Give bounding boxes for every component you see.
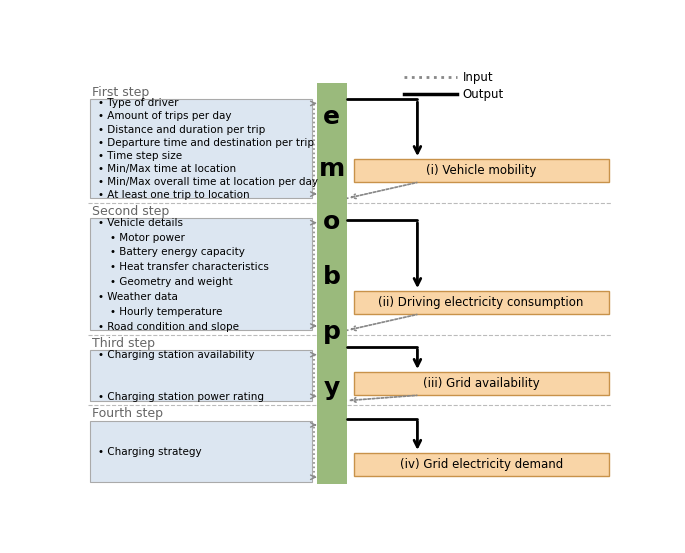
Text: • Heat transfer characteristics: • Heat transfer characteristics	[110, 262, 269, 272]
Text: • At least one trip to location: • At least one trip to location	[98, 190, 249, 200]
Text: b: b	[323, 265, 340, 289]
FancyBboxPatch shape	[90, 218, 312, 330]
Text: First step: First step	[92, 86, 149, 98]
Text: (ii) Driving electricity consumption: (ii) Driving electricity consumption	[378, 296, 584, 309]
Text: • Vehicle details: • Vehicle details	[98, 218, 183, 228]
FancyBboxPatch shape	[353, 291, 608, 315]
Text: • Type of driver: • Type of driver	[98, 98, 178, 108]
Text: Fourth step: Fourth step	[92, 407, 163, 420]
FancyBboxPatch shape	[353, 453, 608, 476]
Text: p: p	[323, 321, 340, 345]
Text: (iii) Grid availability: (iii) Grid availability	[423, 377, 540, 390]
Text: • Charging station availability: • Charging station availability	[98, 349, 254, 359]
Text: • Battery energy capacity: • Battery energy capacity	[110, 247, 245, 258]
Text: • Charging station power rating: • Charging station power rating	[98, 392, 264, 402]
Text: • Charging strategy: • Charging strategy	[98, 446, 201, 457]
Text: Third step: Third step	[92, 337, 155, 349]
FancyBboxPatch shape	[353, 159, 608, 182]
Text: e: e	[323, 106, 340, 129]
Text: • Distance and duration per trip: • Distance and duration per trip	[98, 124, 265, 134]
Text: m: m	[319, 156, 345, 180]
Text: Second step: Second step	[92, 205, 169, 218]
Text: Output: Output	[462, 87, 503, 101]
Text: • Motor power: • Motor power	[110, 232, 185, 243]
Text: • Min/Max overall time at location per day: • Min/Max overall time at location per d…	[98, 177, 318, 187]
Text: • Weather data: • Weather data	[98, 292, 177, 302]
FancyBboxPatch shape	[90, 351, 312, 400]
FancyBboxPatch shape	[90, 421, 312, 482]
Text: o: o	[323, 210, 340, 234]
Text: • Hourly temperature: • Hourly temperature	[110, 307, 223, 317]
Text: • Road condition and slope: • Road condition and slope	[98, 322, 239, 332]
Text: • Time step size: • Time step size	[98, 151, 182, 161]
Text: • Departure time and destination per trip: • Departure time and destination per tri…	[98, 138, 314, 148]
Text: (iv) Grid electricity demand: (iv) Grid electricity demand	[399, 458, 563, 471]
Text: • Geometry and weight: • Geometry and weight	[110, 277, 233, 287]
Text: Input: Input	[462, 70, 493, 84]
FancyBboxPatch shape	[316, 84, 347, 484]
FancyBboxPatch shape	[353, 372, 608, 395]
Text: (i) Vehicle mobility: (i) Vehicle mobility	[426, 164, 536, 177]
Text: • Amount of trips per day: • Amount of trips per day	[98, 112, 232, 122]
Text: • Min/Max time at location: • Min/Max time at location	[98, 164, 236, 174]
FancyBboxPatch shape	[90, 99, 312, 199]
Text: y: y	[323, 376, 340, 400]
